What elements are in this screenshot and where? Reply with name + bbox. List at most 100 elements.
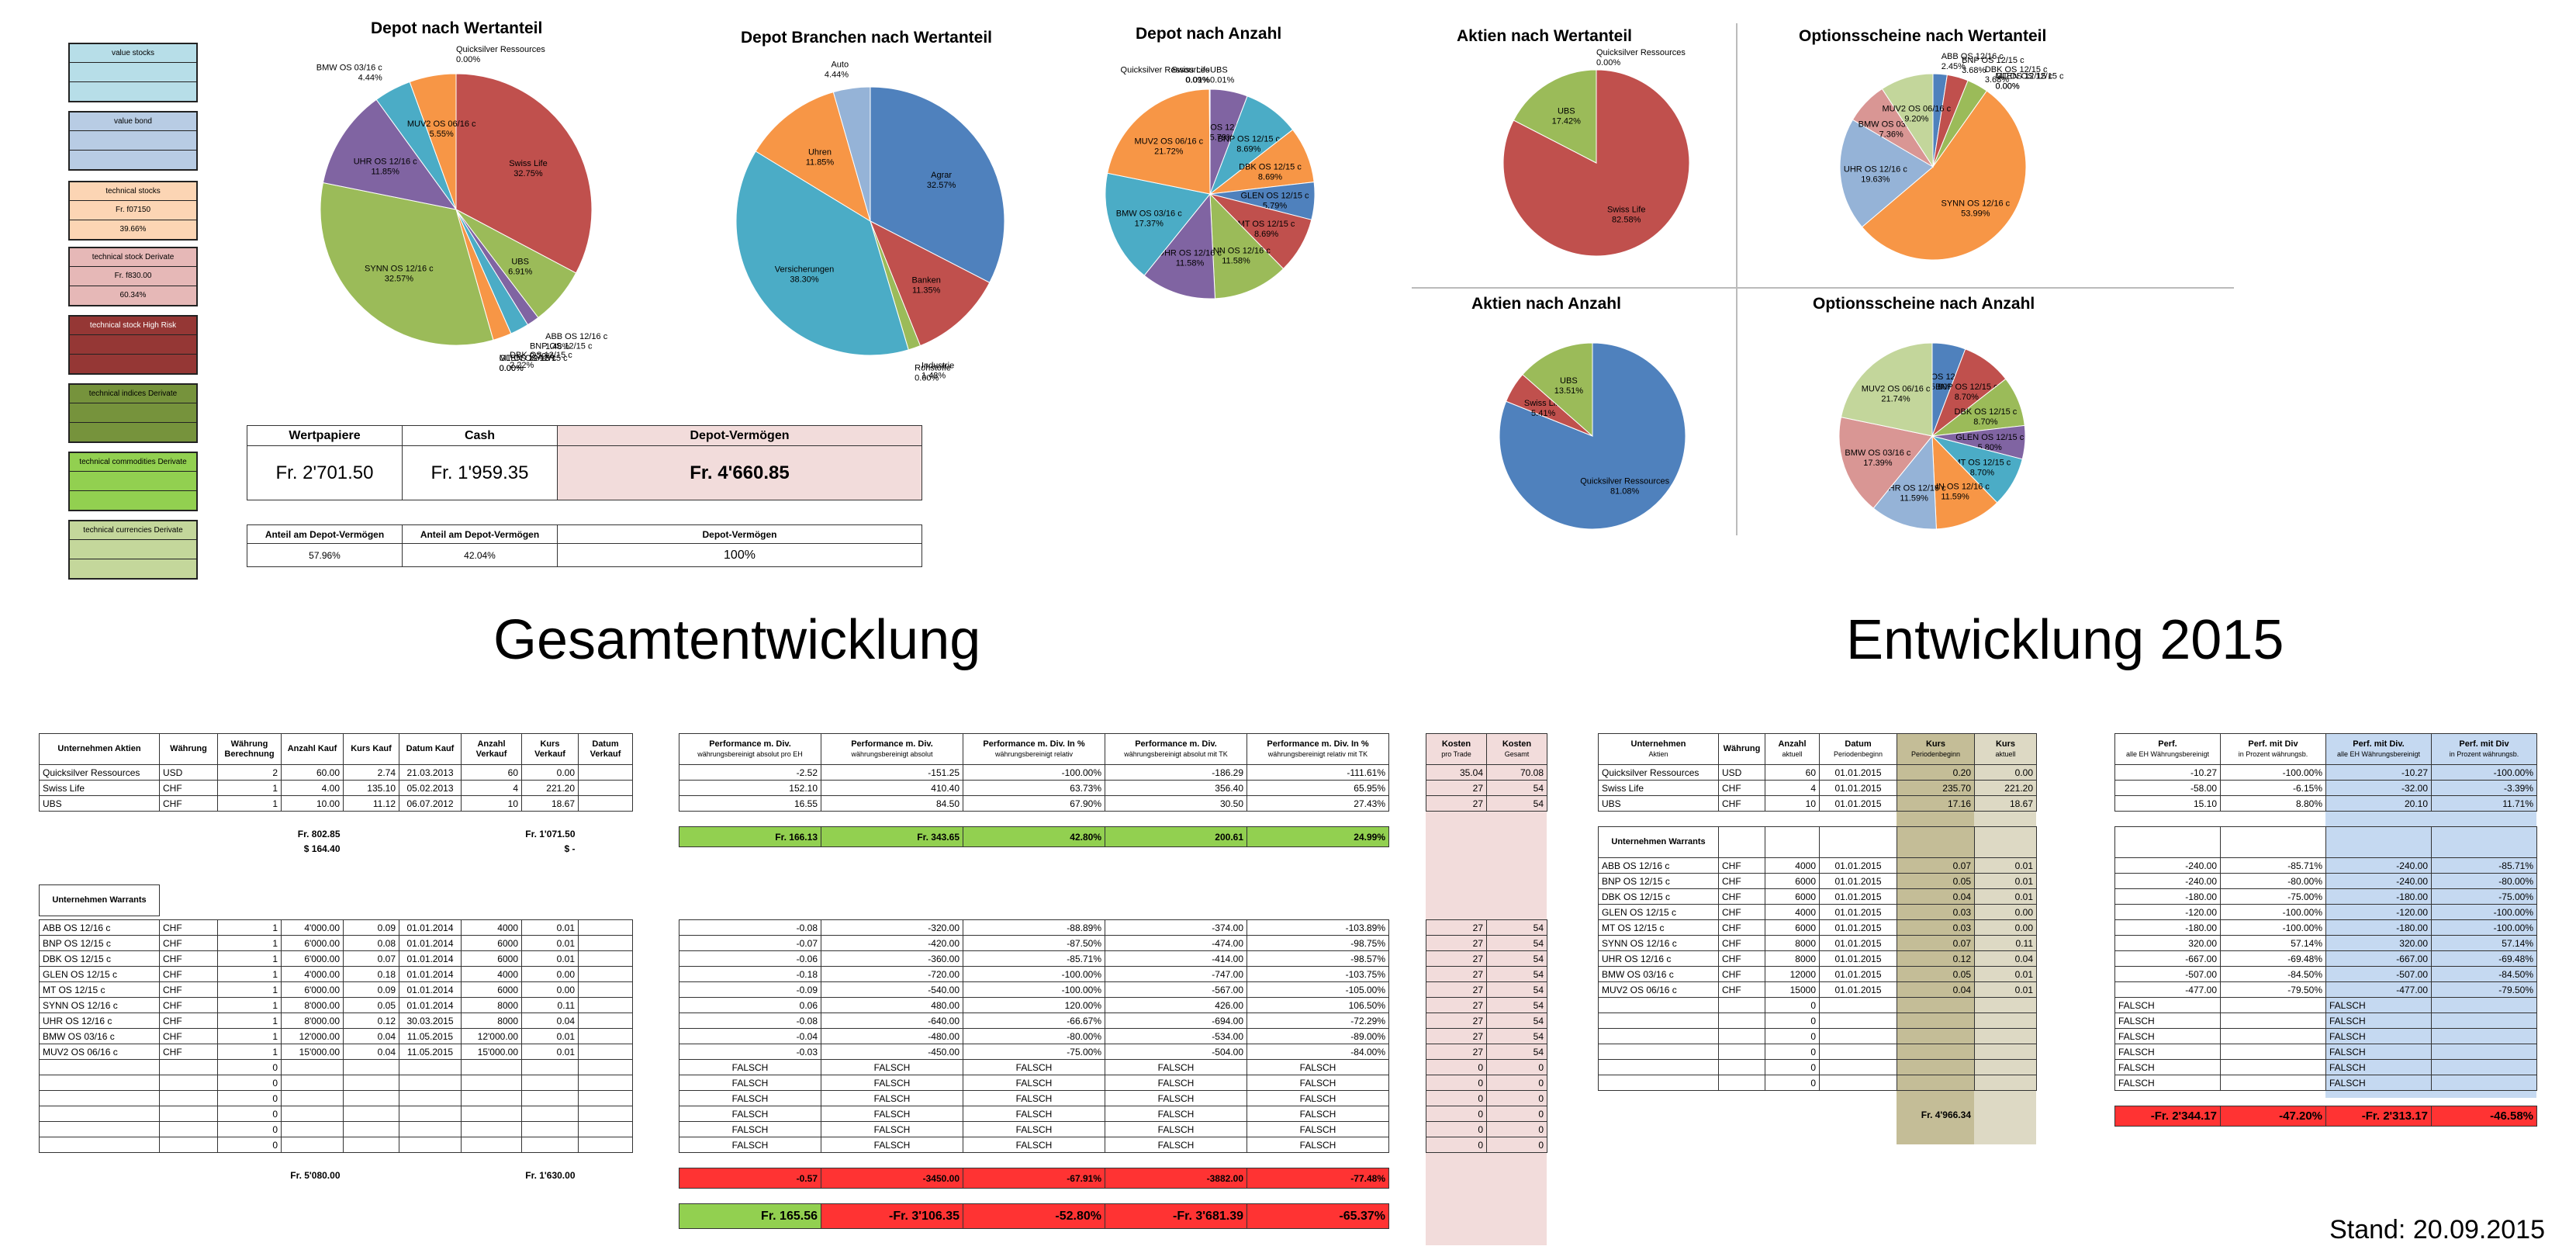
table-cell <box>1974 997 2037 1013</box>
table-cell: 27 <box>1426 997 1487 1013</box>
table-cell: 0 <box>1765 1059 1820 1075</box>
table-cell: FALSCH <box>1247 1106 1389 1122</box>
spacer-row <box>40 812 633 827</box>
table-cell: ABB OS 12/16 c <box>1598 857 1719 874</box>
table-row: 0 <box>39 1090 633 1106</box>
table-cell <box>1897 826 1975 858</box>
table-cell: -80.00% <box>2431 873 2537 889</box>
table-row: SYNN OS 12/16 c CHF 1 8'000.00 0.05 01.01.201… <box>39 997 633 1013</box>
table-cell: -58.00 <box>2114 780 2221 796</box>
table-cell: 27 <box>1426 1044 1487 1060</box>
table-cell: 17.16 <box>1897 795 1975 812</box>
table-cell <box>2220 1028 2326 1044</box>
chart-title-branchen: Depot Branchen nach Wertanteil <box>741 29 993 47</box>
table-cell: 54 <box>1486 966 1547 982</box>
table-cell: -504.00 <box>1105 1044 1247 1060</box>
header-sublabel: währungsbereinigt relativ <box>994 749 1074 758</box>
spacer-cell <box>282 812 344 827</box>
table-row: 0 <box>1598 1028 2037 1044</box>
aktien-table: Unternehmen Aktien Währung Währung Berechn… <box>39 733 633 856</box>
pie-slice <box>832 86 871 222</box>
table-cell <box>2431 1028 2537 1044</box>
table-cell: CHF <box>159 997 218 1013</box>
table-cell: 10.00 <box>281 795 344 812</box>
pie-charts: Swiss Life 32.75% UBS 6.91% ABB OS 12/16 c 1.… <box>316 45 2064 530</box>
table-row: MT OS 12/15 c CHF 1 6'000.00 0.09 01.01.2014 6… <box>39 981 633 998</box>
header-label: Anzahl Verkauf <box>475 739 507 759</box>
table-row: Quicksilver Ressources USD 60 01.01.2015 0.2… <box>1598 764 2037 781</box>
pie-chart: ABB OS 12/16 c 5.80%BNP OS 12/15 c 8.70%DB… <box>1838 342 2026 530</box>
table-cell: 8000 <box>461 1012 522 1029</box>
legend-category-value <box>70 151 196 169</box>
table-cell: Fr. 165.56 <box>679 1203 821 1229</box>
table-row: 27 54 <box>1426 1028 1547 1044</box>
legend-category-value: Fr. f07150 <box>70 201 196 220</box>
header-sublabel: währungsbereinigt relativ mit TK <box>1267 749 1368 758</box>
pie-label: Quicksilver Ressources 81.08% <box>1580 477 1669 497</box>
table-cell: 1 <box>217 981 282 998</box>
pie-label: SYNN OS 12/16 c 11.58% <box>1202 247 1271 266</box>
table-cell <box>2220 997 2326 1013</box>
table-cell: 120.00% <box>963 997 1105 1013</box>
table-cell: 0.01 <box>521 935 579 951</box>
table-cell: 0 <box>217 1090 282 1106</box>
table-cell: 0.11 <box>1974 935 2037 951</box>
table-row: Unternehmen Aktien Währung Anzahl aktuell Dat… <box>1598 733 2037 765</box>
pie-slice <box>1931 434 1998 530</box>
table-cell: 0 <box>1486 1090 1547 1106</box>
table-cell: -540.00 <box>821 981 963 998</box>
table-cell <box>160 826 218 841</box>
pie-label: BMW OS 03/16 c 4.44% <box>316 64 382 83</box>
table-cell: 01.01.2014 <box>399 981 462 998</box>
spacer-cell <box>462 812 522 827</box>
table-cell: -84.50% <box>2220 966 2326 982</box>
table-cell: 11.71% <box>2431 795 2537 812</box>
spacer-cell <box>821 1189 963 1204</box>
table-cell: FALSCH <box>821 1137 963 1153</box>
kosten-warrants-table: 27 54 27 54 27 54 27 54 27 54 27 54 27 54 27 54 27 54 0 0 0 0… <box>1426 919 1547 1153</box>
pie-label: Quicksilver Ressources 0.00% <box>456 45 545 64</box>
table-cell: -477.00 <box>2325 981 2432 998</box>
table-row: 0 <box>39 1106 633 1122</box>
table-cell <box>218 1168 282 1182</box>
table-cell: 1 <box>217 919 282 936</box>
table-cell <box>1897 1075 1975 1091</box>
header-sublabel: alle EH Währungsbereinigt <box>2336 749 2421 758</box>
table-cell: Fr. 166.13 <box>679 826 821 847</box>
table-cell: 0.04 <box>1897 888 1975 905</box>
legend-category-title: value stocks <box>70 44 196 63</box>
pie-label: MUV2 OS 06/16 c 21.72% <box>1134 137 1203 156</box>
spacer-row <box>1599 812 2037 827</box>
table-cell: 221.20 <box>1974 780 2037 796</box>
table-cell: FALSCH <box>2114 1028 2221 1044</box>
table-row: -0.06 -360.00 -85.71% -414.00 -98.57% <box>679 950 1389 967</box>
table-cell <box>1718 1012 1765 1029</box>
table-cell <box>343 1059 399 1075</box>
table-cell: 30.03.2015 <box>399 1012 462 1029</box>
table-cell: -75.00% <box>2220 888 2326 905</box>
table-cell: Kurs Verkauf <box>521 733 579 765</box>
table-row: -507.00 -84.50% -507.00 -84.50% <box>2114 966 2537 982</box>
table-cell: CHF <box>159 1028 218 1044</box>
table-row: 320.00 57.14% 320.00 57.14% <box>2114 935 2537 951</box>
table-cell: CHF <box>1718 873 1765 889</box>
legend-category-value <box>70 423 196 441</box>
table-cell: -105.00% <box>1247 981 1389 998</box>
table-cell: -3450.00 <box>821 1168 963 1189</box>
table-cell: 0.08 <box>343 935 399 951</box>
pie-label: Swiss Life 32.75% <box>509 159 548 178</box>
header-label: Datum Kauf <box>406 744 455 753</box>
pie-slice <box>322 99 458 210</box>
table-cell: -84.00% <box>1247 1044 1389 1060</box>
pie-label: BNP OS 12/15 c 2.22% <box>530 341 593 361</box>
table-cell: 2 <box>217 764 282 781</box>
spacer-cell <box>963 812 1105 827</box>
spacer-cell <box>218 1153 282 1168</box>
pie-slice <box>1838 416 1933 509</box>
table-row: 15.10 8.80% 20.10 11.71% <box>2114 795 2537 812</box>
legend-category-title: technical stock High Risk <box>70 317 196 335</box>
table-cell: Fr. 1'630.00 <box>525 1169 576 1181</box>
spacer-cell <box>1719 812 1765 827</box>
table-cell: 27 <box>1426 795 1487 812</box>
